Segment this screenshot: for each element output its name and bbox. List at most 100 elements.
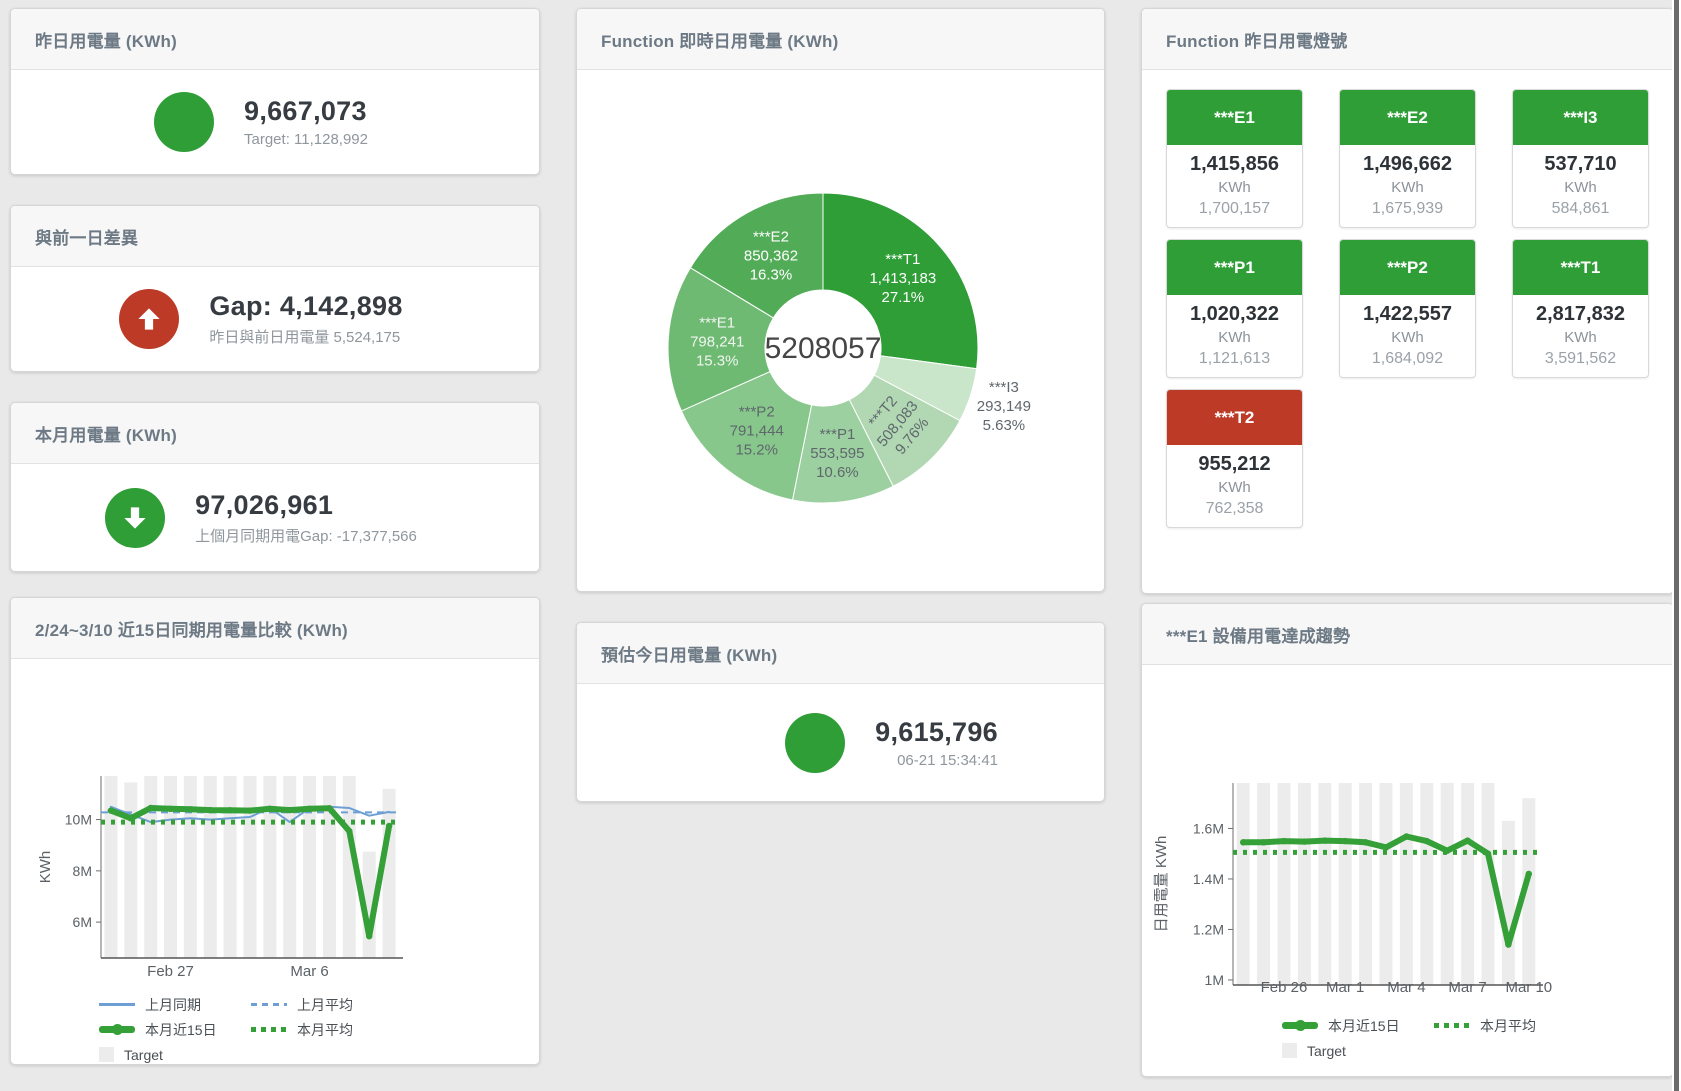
legend-label: 上月同期 (145, 996, 201, 1013)
donut-slice-E2[interactable] (689, 192, 824, 319)
card-trend-header: ***E1 設備用電達成趨勢 (1142, 604, 1673, 665)
tile-unit: KWh (1391, 179, 1424, 196)
arrow-down-icon (124, 506, 146, 529)
series-上月同期 (109, 805, 391, 824)
tile-value: 2,817,832 (1536, 303, 1625, 325)
tile-target: 584,861 (1551, 200, 1610, 217)
svg-text:Mar 6: Mar 6 (290, 963, 328, 980)
card-estimate-body: 9,615,796 06-21 15:34:41 (577, 684, 1104, 801)
donut-plot[interactable]: ***T1 1,413,183 27.1% ***I3 293,149 5.63% ***T… (577, 70, 1104, 590)
legend-item-Target[interactable]: Target (99, 1047, 251, 1063)
svg-text:8M: 8M (73, 863, 92, 879)
tile-name-P1: ***P1 (1167, 240, 1302, 295)
tile-name-I3: ***I3 (1513, 90, 1648, 145)
card-compare-chart: 2/24~3/10 近15日同期用電量比較 (KWh) 6M 8M 10M Feb 2… (10, 597, 540, 1065)
trend-plot[interactable]: 1M 1.2M 1.4M 1.6M Feb 26 Mar 1 Mar 4 Mar 7 Mar 1… (1142, 665, 1673, 1000)
svg-text:***E1: ***E1 (699, 314, 735, 331)
card-yesterday-body: 9,667,073 Target: 11,128,992 (0, 70, 525, 174)
donut-slice-E1[interactable] (667, 267, 775, 412)
svg-text:27.1%: 27.1% (882, 289, 925, 306)
light-tile-P1: ***P1 1,020,322 KWh 1,121,613 (1166, 239, 1303, 378)
legend-item-上月同期[interactable]: 上月同期 (99, 995, 251, 1015)
card-donut-header: Function 即時日用電量 (KWh) (577, 9, 1104, 70)
legend-item-本月近15日[interactable]: 本月近15日 (1282, 1016, 1434, 1036)
svg-text:10M: 10M (65, 812, 92, 828)
svg-text:***T1: ***T1 (885, 251, 920, 268)
legend-marker (251, 1027, 287, 1032)
legend-marker (99, 1003, 135, 1006)
card-compare-header: 2/24~3/10 近15日同期用電量比較 (KWh) (11, 598, 539, 659)
green-status-circle-icon (785, 712, 846, 773)
svg-text:Feb 26: Feb 26 (1261, 979, 1308, 996)
light-tile-T2: ***T2 955,212 KWh 762,358 (1166, 389, 1303, 528)
tile-value: 1,422,557 (1363, 303, 1452, 325)
legend-item-本月近15日[interactable]: 本月近15日 (99, 1020, 251, 1040)
donut-label-T1: ***T1 1,413,183 27.1% (869, 251, 936, 306)
day-gap-value: Gap: 4,142,898 (209, 291, 403, 321)
donut-slice-T1[interactable] (822, 192, 979, 370)
card-day-gap-header: 與前一日差異 (11, 206, 539, 267)
legend-item-本月平均[interactable]: 本月平均 (251, 1020, 403, 1040)
legend-label: 上月平均 (297, 996, 353, 1013)
legend-marker (1434, 1023, 1470, 1028)
month-value: 97,026,961 (195, 489, 334, 520)
card-donut-title: Function 即時日用電量 (KWh) (601, 31, 839, 51)
tile-name-E2: ***E2 (1340, 90, 1475, 145)
svg-text:15.2%: 15.2% (735, 442, 778, 459)
compare-plot[interactable]: 6M 8M 10M Feb 27 Mar 6 KWh (11, 659, 539, 985)
svg-text:1.6M: 1.6M (1193, 820, 1224, 836)
card-month-title: 本月用電量 (KWh) (35, 425, 177, 445)
card-estimate-today: 預估今日用電量 (KWh) 9,615,796 06-21 15:34:41 (576, 622, 1105, 802)
light-tile-T1: ***T1 2,817,832 KWh 3,591,562 (1512, 239, 1649, 378)
light-tile-E2: ***E2 1,496,662 KWh 1,675,939 (1339, 89, 1476, 228)
svg-text:***P1: ***P1 (819, 426, 855, 443)
lights-grid: ***E1 1,415,856 KWh 1,700,157 ***E2 1,496,662… (1142, 70, 1673, 528)
svg-text:***P2: ***P2 (739, 404, 775, 421)
light-tile-P2: ***P2 1,422,557 KWh 1,684,092 (1339, 239, 1476, 378)
arrow-down-circle-icon (105, 487, 166, 548)
card-trend-chart: ***E1 設備用電達成趨勢 1M 1.2M 1.4M 1.6M Feb 26 Mar 1… (1141, 603, 1674, 1077)
donut-slice-P2[interactable] (680, 370, 813, 501)
card-month-body: 97,026,961 上個月同期用電Gap: -17,377,566 (0, 464, 525, 571)
legend-marker (1282, 1043, 1297, 1058)
arrow-up-icon (138, 308, 160, 330)
svg-text:***I3: ***I3 (989, 379, 1019, 396)
legend-label: 本月平均 (297, 1021, 353, 1038)
trend-chart-area: 1M 1.2M 1.4M 1.6M Feb 26 Mar 1 Mar 4 Mar 7 Mar 1… (1142, 665, 1673, 1076)
legend-item-Target[interactable]: Target (1282, 1043, 1434, 1059)
tile-unit: KWh (1218, 479, 1251, 496)
card-yesterday-title: 昨日用電量 (KWh) (35, 31, 177, 51)
card-lights-title: Function 昨日用電燈號 (1166, 31, 1348, 51)
card-day-gap-body: Gap: 4,142,898 昨日與前日用電量 5,524,175 (0, 267, 525, 371)
estimate-timestamp: 06-21 15:34:41 (897, 751, 998, 769)
legend-item-上月平均[interactable]: 上月平均 (251, 995, 403, 1015)
svg-text:15.3%: 15.3% (696, 352, 739, 369)
card-estimate-header: 預估今日用電量 (KWh) (577, 623, 1104, 684)
svg-text:798,241: 798,241 (690, 333, 744, 350)
tile-value: 955,212 (1198, 453, 1271, 475)
svg-text:1.2M: 1.2M (1193, 921, 1224, 937)
legend-marker (1282, 1020, 1318, 1031)
svg-text:1,413,183: 1,413,183 (869, 270, 936, 287)
tile-value: 1,415,856 (1190, 153, 1279, 175)
legend-item-本月平均[interactable]: 本月平均 (1434, 1016, 1586, 1036)
svg-text:KWh: KWh (37, 851, 54, 884)
svg-text:***E2: ***E2 (753, 229, 789, 246)
svg-text:553,595: 553,595 (810, 445, 864, 462)
scrollbar-track[interactable] (1672, 0, 1681, 1091)
card-day-gap-title: 與前一日差異 (35, 228, 139, 248)
svg-text:791,444: 791,444 (730, 423, 784, 440)
scrollbar-thumb[interactable] (1674, 0, 1679, 1091)
donut-label-I3: ***I3 293,149 5.63% (977, 379, 1031, 434)
legend-label: 本月平均 (1480, 1017, 1536, 1034)
compare-chart-area: 6M 8M 10M Feb 27 Mar 6 KWh 上月同期 上月平均 本月近15日 本月平均 T… (11, 659, 539, 1064)
tile-name-P2: ***P2 (1340, 240, 1475, 295)
tile-name-E1: ***E1 (1167, 90, 1302, 145)
tile-target: 1,684,092 (1371, 350, 1444, 367)
trend-legend: 本月近15日 本月平均 Target (1282, 1013, 1673, 1063)
arrow-up-circle-icon (119, 289, 180, 349)
green-status-circle-icon (154, 92, 214, 152)
svg-text:Mar 1: Mar 1 (1326, 979, 1364, 996)
